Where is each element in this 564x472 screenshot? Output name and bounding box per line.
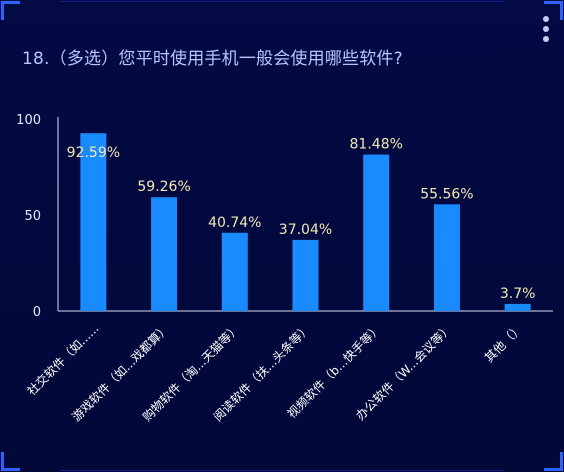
corner-bottom-left [1,452,20,471]
corner-top-right [544,1,563,20]
data-label: 81.48% [350,137,403,153]
menu-dot [543,36,549,42]
bar [292,239,319,311]
chart-title: 18.（多选）您平时使用手机一般会使用哪些软件? [22,49,403,69]
bar [221,232,248,311]
data-label: 92.59% [67,145,120,161]
panel-bottom-edge [60,470,504,471]
bar [151,197,178,311]
x-tick-label: 社交软件（如...... [24,321,102,399]
data-label: 59.26% [137,179,190,195]
menu-dot [543,16,549,22]
corner-top-left [1,1,20,20]
data-label: 37.04% [279,222,332,238]
corner-bottom-right [544,452,563,471]
bar [80,133,107,311]
bar [363,154,390,311]
y-tick-label: 100 [16,113,41,128]
bar [504,303,531,311]
more-vertical-icon[interactable] [542,16,550,46]
y-tick-label: 50 [24,209,41,224]
data-label: 55.56% [420,186,473,202]
x-tick-label: 其他（） [482,321,526,365]
data-label: 3.7% [500,286,536,302]
menu-dot [543,26,549,32]
bar [433,204,460,311]
panel-top-edge [60,1,504,2]
data-label: 40.74% [208,215,261,231]
y-tick-label: 0 [33,305,41,320]
